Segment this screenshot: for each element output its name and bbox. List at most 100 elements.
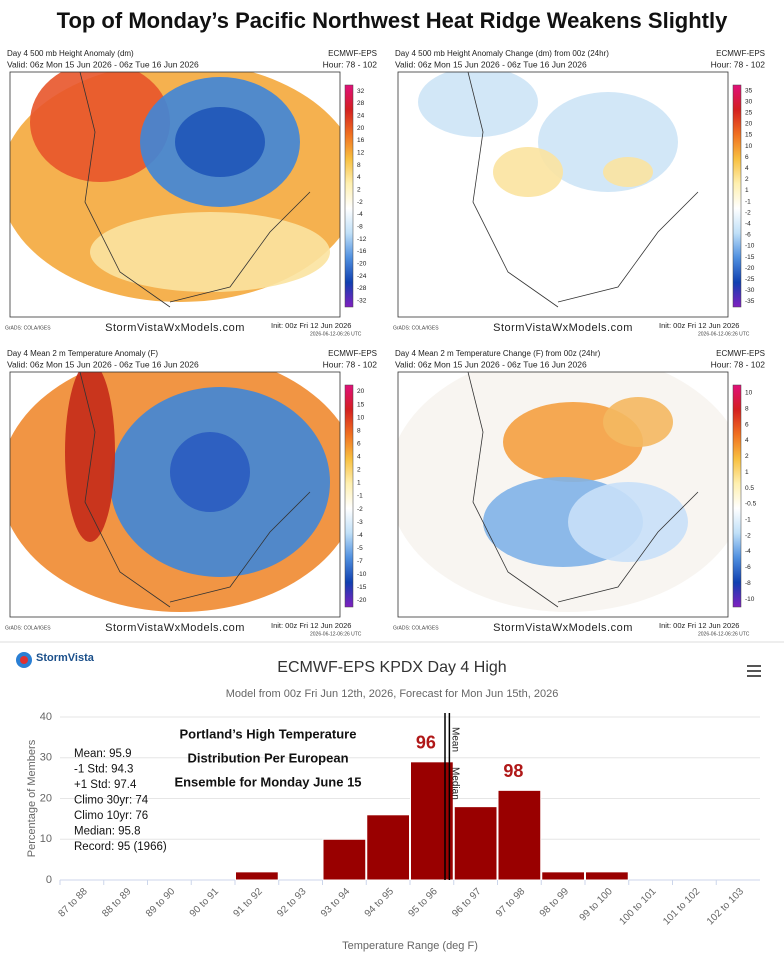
colorbar-label: -6: [745, 232, 751, 239]
map-init: Init: 00z Fri 12 Jun 2026: [271, 321, 351, 330]
colorbar-label: -25: [745, 276, 755, 283]
map-credit: GrADS: COLA/IGES: [5, 325, 51, 331]
colorbar-label: 2: [745, 453, 749, 460]
colorbar-label: 10: [357, 414, 365, 421]
colorbar-label: 1: [745, 187, 749, 194]
stats-line: Climo 10yr: 76: [74, 810, 148, 822]
colorbar-label: -24: [357, 273, 367, 280]
colorbar-label: 30: [745, 98, 753, 105]
map-hour: Hour: 78 - 102: [711, 359, 766, 369]
map-shade: [175, 107, 265, 177]
map-panel: Day 4 500 mb Height Anomaly Change (dm) …: [393, 49, 765, 337]
map-shade: [603, 157, 653, 187]
y-tick-label: 10: [40, 833, 52, 845]
y-tick-label: 40: [40, 711, 52, 723]
stats-line: +1 Std: 97.4: [74, 779, 137, 791]
map-shade: [418, 72, 538, 137]
colorbar-label: 32: [357, 88, 365, 95]
map-header: Day 4 Mean 2 m Temperature Anomaly (F): [7, 349, 158, 358]
map-header: Day 4 500 mb Height Anomaly (dm): [7, 49, 134, 58]
bar: [235, 871, 279, 881]
bar-label: 98: [503, 761, 523, 781]
colorbar-label: -7: [357, 558, 363, 565]
colorbar-label: 6: [745, 154, 749, 161]
logo-text: StormVista: [36, 652, 95, 664]
colorbar-label: 6: [357, 440, 361, 447]
map-model: ECMWF-EPS: [328, 349, 377, 358]
bar: [541, 871, 585, 881]
colorbar-label: 4: [357, 454, 361, 461]
map-stamp: 2026-06-12-06:26 UTC: [698, 631, 750, 637]
colorbar-label: -4: [357, 211, 363, 218]
map-footer: StormVistaWxModels.com: [493, 322, 633, 334]
colorbar-label: 1: [357, 480, 361, 487]
colorbar-label: 24: [357, 113, 365, 120]
map-shade: [603, 397, 673, 447]
map-valid: Valid: 06z Mon 15 Jun 2026 - 06z Tue 16 …: [7, 59, 199, 69]
colorbar-label: 8: [357, 427, 361, 434]
map-valid: Valid: 06z Mon 15 Jun 2026 - 06z Tue 16 …: [395, 59, 587, 69]
map-model: ECMWF-EPS: [716, 49, 765, 58]
map-init: Init: 00z Fri 12 Jun 2026: [659, 621, 739, 630]
stats-line: Median: 95.8: [74, 826, 141, 838]
bar: [366, 814, 410, 881]
map-valid: Valid: 06z Mon 15 Jun 2026 - 06z Tue 16 …: [7, 359, 199, 369]
map-credit: GrADS: COLA/IGES: [393, 325, 439, 331]
colorbar: [732, 84, 742, 308]
map-border: [9, 371, 341, 618]
map-area: [398, 372, 728, 617]
menu-button[interactable]: [747, 665, 761, 677]
map-footer: StormVistaWxModels.com: [105, 622, 245, 634]
map-credit: GrADS: COLA/IGES: [5, 625, 51, 631]
colorbar-label: -2: [357, 199, 363, 206]
colorbar-label: -2: [745, 209, 751, 216]
map-header: Day 4 Mean 2 m Temperature Change (F) fr…: [395, 349, 601, 358]
menu-bar[interactable]: [747, 665, 761, 667]
map-header: Day 4 500 mb Height Anomaly Change (dm) …: [395, 49, 609, 58]
colorbar-label: -10: [745, 596, 755, 603]
map-shade: [493, 147, 563, 197]
colorbar-label: -30: [745, 287, 755, 294]
headline: Top of Monday’s Pacific Northwest Heat R…: [57, 8, 728, 33]
colorbar-label: 2: [357, 467, 361, 474]
map-panel: Day 4 Mean 2 m Temperature Anomaly (F) EC…: [5, 349, 377, 637]
colorbar-label: 28: [357, 100, 365, 107]
reference-label: Median: [449, 767, 460, 800]
colorbar-label: -20: [745, 265, 755, 272]
colorbar-label: 20: [357, 388, 365, 395]
colorbar-label: -20: [357, 597, 367, 604]
colorbar-label: -15: [745, 254, 755, 261]
colorbar-label: -3: [357, 519, 363, 526]
colorbar-label: -32: [357, 298, 367, 305]
colorbar-label: -12: [357, 236, 367, 243]
map-area: [10, 72, 340, 317]
menu-bar[interactable]: [747, 675, 761, 677]
colorbar-label: 4: [745, 165, 749, 172]
bar: [322, 838, 367, 881]
colorbar-label: -4: [357, 532, 363, 539]
map-stamp: 2026-06-12-06:26 UTC: [310, 631, 362, 637]
coastline: [467, 372, 699, 608]
map-border: [397, 71, 729, 318]
colorbar-label: -8: [745, 580, 751, 587]
y-tick-label: 20: [40, 792, 52, 804]
colorbar-label: 2: [357, 187, 361, 194]
colorbar-label: 16: [357, 137, 365, 144]
bar: [497, 789, 542, 881]
menu-bar[interactable]: [747, 670, 761, 672]
bar: [585, 871, 629, 881]
map-stamp: 2026-06-12-06:26 UTC: [698, 331, 750, 337]
colorbar-label: -4: [745, 220, 751, 227]
map-shade: [170, 432, 250, 512]
coastline: [79, 372, 311, 608]
colorbar-label: 4: [745, 437, 749, 444]
map-area: [398, 72, 728, 317]
colorbar-label: 8: [357, 162, 361, 169]
colorbar-label: 4: [357, 174, 361, 181]
colorbar-label: 25: [745, 109, 753, 116]
colorbar-label: -6: [745, 564, 751, 571]
map-panel: Day 4 Mean 2 m Temperature Change (F) fr…: [393, 349, 766, 637]
colorbar-label: 15: [745, 132, 753, 139]
map-credit: GrADS: COLA/IGES: [393, 625, 439, 631]
